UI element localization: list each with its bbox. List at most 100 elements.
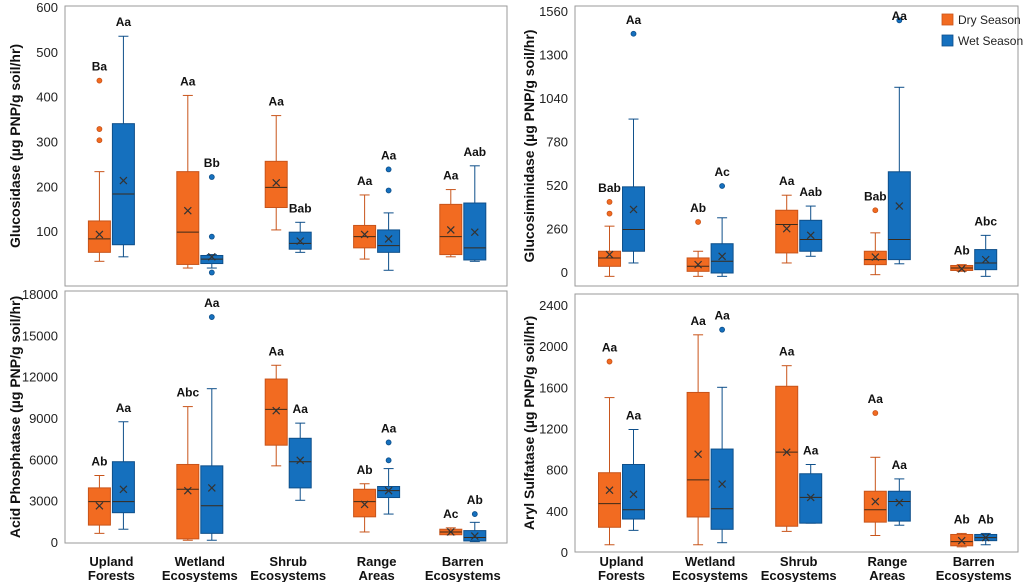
box-dry-0: Bab xyxy=(598,181,622,277)
category-label: Upland xyxy=(599,554,643,569)
iqr-box xyxy=(176,463,200,540)
box-dry-0: Ba xyxy=(87,60,111,262)
significance-label: Ab xyxy=(978,512,994,526)
mean-marker xyxy=(629,490,638,499)
outlier-point xyxy=(872,410,879,416)
iqr-box xyxy=(710,243,734,274)
category-label: Ecosystems xyxy=(250,568,326,582)
outlier-point xyxy=(719,183,726,189)
iqr-box xyxy=(598,250,622,267)
outlier-point xyxy=(695,219,702,225)
legend-swatch-wet xyxy=(941,34,954,47)
outlier-point xyxy=(208,269,215,276)
mean-marker xyxy=(718,252,727,261)
box-wet-1: Bb xyxy=(200,156,224,276)
box-dry-4: Ac xyxy=(439,507,463,536)
mean-marker xyxy=(384,234,393,243)
legend-label-dry: Dry Season xyxy=(958,13,1021,27)
box-dry-0: Aa xyxy=(598,341,622,546)
iqr-box xyxy=(353,488,377,518)
mean-marker xyxy=(119,485,128,494)
category-label: Forests xyxy=(598,568,645,582)
significance-label: Aa xyxy=(779,345,795,359)
iqr-box xyxy=(288,437,312,489)
box-wet-3: Aa xyxy=(377,421,401,515)
outlier-point xyxy=(471,511,478,517)
outlier-point xyxy=(96,77,103,84)
box-wet-2: Aa xyxy=(799,443,823,524)
iqr-box xyxy=(775,385,799,527)
outlier-point xyxy=(96,137,103,144)
significance-label: Aa xyxy=(892,9,908,23)
panel-frame xyxy=(64,5,508,287)
mean-marker xyxy=(806,493,815,502)
box-wet-0: Aa xyxy=(622,409,646,531)
mean-marker xyxy=(272,406,281,415)
y-tick-label: 400 xyxy=(36,90,58,105)
mean-marker xyxy=(207,483,216,492)
significance-label: Aa xyxy=(293,402,309,416)
mean-marker xyxy=(446,528,455,536)
y-tick-label: 500 xyxy=(36,45,58,60)
outlier-point xyxy=(606,210,613,217)
y-tick-label: 0 xyxy=(51,535,58,550)
mean-marker xyxy=(694,260,703,269)
significance-label: Aa xyxy=(204,296,220,310)
mean-marker xyxy=(183,206,192,215)
y-axis-label: Aryl Sulfatase (µg PNP/g soil/hr) xyxy=(521,316,537,530)
mean-marker xyxy=(605,250,614,259)
box-dry-1: Ab xyxy=(686,201,710,277)
mean-marker xyxy=(782,448,791,457)
box-wet-2: Aa xyxy=(288,402,312,501)
legend-swatch-dry xyxy=(941,13,954,26)
y-tick-label: 520 xyxy=(546,178,568,193)
iqr-box xyxy=(887,490,911,522)
category-label: Areas xyxy=(869,568,905,582)
box-wet-3: Aa xyxy=(887,9,911,265)
outlier-point xyxy=(630,30,637,37)
outlier-point xyxy=(208,314,215,320)
box-wet-0: Aa xyxy=(111,401,135,530)
box-dry-1: Aa xyxy=(686,314,710,546)
y-axis-label: Glucosiminidase (µg PNP/g soil/hr) xyxy=(521,30,537,263)
category-label: Shrub xyxy=(269,554,307,569)
significance-label: Aa xyxy=(269,344,285,358)
significance-label: Aa xyxy=(779,174,795,188)
box-dry-2: Aa xyxy=(264,344,288,467)
significance-label: Aab xyxy=(799,185,822,199)
category-label: Upland xyxy=(89,554,133,569)
significance-label: Aa xyxy=(443,169,459,183)
y-tick-label: 1560 xyxy=(539,4,568,19)
panel-glucosidase: 100 200 300 400 500 600 Glucosidase (µg PNP/g … xyxy=(7,0,508,287)
y-tick-label: 1200 xyxy=(539,422,568,437)
box-wet-0: Aa xyxy=(111,15,135,258)
mean-marker xyxy=(605,486,614,495)
category-label: Range xyxy=(357,554,397,569)
iqr-box xyxy=(598,472,622,528)
box-dry-3: Ab xyxy=(353,463,377,533)
y-tick-label: 6000 xyxy=(29,452,58,467)
mean-marker xyxy=(95,501,104,510)
mean-marker xyxy=(895,202,904,211)
iqr-box xyxy=(111,123,135,246)
significance-label: Aa xyxy=(269,95,285,109)
box-wet-1: Ac xyxy=(710,165,734,277)
box-dry-3: Bab xyxy=(863,189,887,276)
y-tick-label: 300 xyxy=(36,135,58,150)
outlier-point xyxy=(385,439,392,446)
significance-label: Aa xyxy=(180,74,196,88)
category-label: Barren xyxy=(953,554,995,569)
mean-marker xyxy=(446,226,455,234)
box-dry-1: Aa xyxy=(176,74,200,269)
box-wet-4: Ab xyxy=(974,512,998,546)
significance-label: Bab xyxy=(864,189,887,203)
category-label: Ecosystems xyxy=(162,568,238,582)
significance-label: Ab xyxy=(954,244,970,258)
significance-label: Ab xyxy=(954,512,970,526)
y-tick-label: 1600 xyxy=(539,380,568,395)
panel-frame xyxy=(574,5,1019,287)
significance-label: Ab xyxy=(467,493,483,507)
y-tick-label: 780 xyxy=(546,135,568,150)
box-dry-4: Aa xyxy=(439,169,463,258)
